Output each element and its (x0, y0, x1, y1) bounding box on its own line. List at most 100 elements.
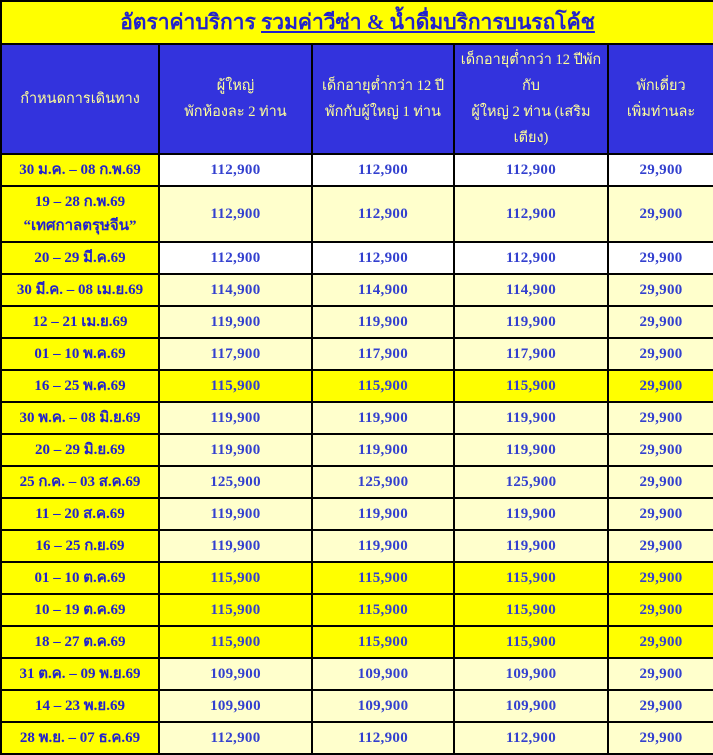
single-supplement-cell: 29,900 (606, 625, 713, 659)
child-2adults-price-cell: 119,900 (453, 305, 609, 339)
column-header-line1: ผู้ใหญ่ (216, 78, 255, 94)
date-line: 25 ก.ค. – 03 ส.ค.69 (19, 474, 141, 490)
title-prefix: อัตราค่าบริการ (120, 10, 261, 34)
child-1adult-price-cell: 117,900 (311, 337, 455, 371)
table-row: 01 – 10 ต.ค.69 115,900 115,900 115,900 29,90… (0, 561, 713, 595)
adult-price-cell: 119,900 (158, 497, 313, 531)
table-row: 20 – 29 มิ.ย.69 119,900 119,900 119,900 29,9… (0, 433, 713, 467)
header-row: กำหนดการเดินทาง ผู้ใหญ่พักห้องละ 2 ท่าน เด… (0, 43, 713, 155)
child-1adult-price-cell: 115,900 (311, 369, 455, 403)
single-supplement-cell: 29,900 (606, 433, 713, 467)
adult-price-cell: 117,900 (158, 337, 313, 371)
column-header-line2: เพิ่มท่านละ (626, 104, 696, 120)
date-cell: 10 – 19 ต.ค.69 (0, 593, 160, 627)
single-supplement-cell: 29,900 (606, 401, 713, 435)
date-cell: 20 – 29 มี.ค.69 (0, 241, 160, 275)
column-header-child-with-1-adult: เด็กอายุต่ำกว่า 12 ปีพักกับผู้ใหญ่ 1 ท่า… (311, 43, 455, 155)
column-header-line1: เด็กอายุต่ำกว่า 12 ปีพักกับ (460, 52, 602, 94)
child-1adult-price-cell: 119,900 (311, 433, 455, 467)
child-1adult-price-cell: 115,900 (311, 593, 455, 627)
date-line: 19 – 28 ก.พ.69 (34, 194, 126, 210)
date-line: 16 – 25 พ.ค.69 (34, 378, 126, 394)
date-line: “เทศกาลตรุษจีน” (23, 218, 137, 234)
adult-price-cell: 119,900 (158, 529, 313, 563)
title-row: อัตราค่าบริการ รวมค่าวีซ่า & น้ำดื่มบริก… (0, 0, 713, 45)
child-2adults-price-cell: 117,900 (453, 337, 609, 371)
child-1adult-price-cell: 119,900 (311, 497, 455, 531)
date-cell: 14 – 23 พ.ย.69 (0, 689, 160, 723)
child-2adults-price-cell: 119,900 (453, 529, 609, 563)
date-line: 01 – 10 พ.ค.69 (34, 346, 126, 362)
single-supplement-cell: 29,900 (606, 241, 713, 275)
table-row: 28 พ.ย. – 07 ธ.ค.69 112,900 112,900 112,900… (0, 721, 713, 755)
column-header-line1: กำหนดการเดินทาง (20, 91, 140, 107)
table-row: 16 – 25 พ.ค.69 115,900 115,900 115,900 29,90… (0, 369, 713, 403)
date-line: 28 พ.ย. – 07 ธ.ค.69 (19, 730, 141, 746)
table-row: 30 มี.ค. – 08 เม.ย.69 114,900 114,900 114,9… (0, 273, 713, 307)
column-header-line2: พักกับผู้ใหญ่ 1 ท่าน (325, 104, 441, 120)
child-2adults-price-cell: 119,900 (453, 433, 609, 467)
adult-price-cell: 112,900 (158, 241, 313, 275)
single-supplement-cell: 29,900 (606, 185, 713, 243)
date-cell: 16 – 25 ก.ย.69 (0, 529, 160, 563)
column-header-line2: พักห้องละ 2 ท่าน (184, 104, 287, 120)
child-1adult-price-cell: 112,900 (311, 153, 455, 187)
adult-price-cell: 112,900 (158, 721, 313, 755)
single-supplement-cell: 29,900 (606, 721, 713, 755)
date-line: 30 พ.ค. – 08 มิ.ย.69 (19, 410, 141, 426)
date-cell: 25 ก.ค. – 03 ส.ค.69 (0, 465, 160, 499)
child-1adult-price-cell: 109,900 (311, 657, 455, 691)
date-line: 20 – 29 มิ.ย.69 (35, 442, 125, 458)
date-cell: 19 – 28 ก.พ.69 “เทศกาลตรุษจีน” (0, 185, 160, 243)
date-line: 12 – 21 เม.ย.69 (32, 314, 128, 330)
column-header-departure-date: กำหนดการเดินทาง (0, 43, 160, 155)
date-line: 10 – 19 ต.ค.69 (34, 602, 126, 618)
child-2adults-price-cell: 115,900 (453, 369, 609, 403)
child-1adult-price-cell: 119,900 (311, 305, 455, 339)
date-cell: 01 – 10 ต.ค.69 (0, 561, 160, 595)
child-1adult-price-cell: 112,900 (311, 185, 455, 243)
single-supplement-cell: 29,900 (606, 657, 713, 691)
child-1adult-price-cell: 119,900 (311, 401, 455, 435)
child-2adults-price-cell: 112,900 (453, 721, 609, 755)
date-cell: 01 – 10 พ.ค.69 (0, 337, 160, 371)
date-cell: 12 – 21 เม.ย.69 (0, 305, 160, 339)
page-title: อัตราค่าบริการ รวมค่าวีซ่า & น้ำดื่มบริก… (0, 0, 713, 45)
table-row: 19 – 28 ก.พ.69 “เทศกาลตรุษจีน” 112,900 112,… (0, 185, 713, 243)
date-line: 20 – 29 มี.ค.69 (34, 250, 126, 266)
table-row: 30 ม.ค. – 08 ก.พ.69 112,900 112,900 112,900… (0, 153, 713, 187)
child-2adults-price-cell: 115,900 (453, 593, 609, 627)
child-2adults-price-cell: 112,900 (453, 185, 609, 243)
adult-price-cell: 115,900 (158, 561, 313, 595)
child-2adults-price-cell: 119,900 (453, 401, 609, 435)
table-row: 11 – 20 ส.ค.69 119,900 119,900 119,900 29,90… (0, 497, 713, 531)
column-header-line1: เด็กอายุต่ำกว่า 12 ปี (321, 78, 445, 94)
date-line: 30 ม.ค. – 08 ก.พ.69 (19, 162, 141, 178)
date-line: 31 ต.ค. – 09 พ.ย.69 (19, 666, 141, 682)
table-row: 16 – 25 ก.ย.69 119,900 119,900 119,900 29,90… (0, 529, 713, 563)
date-line: 16 – 25 ก.ย.69 (35, 538, 125, 554)
adult-price-cell: 119,900 (158, 433, 313, 467)
adult-price-cell: 115,900 (158, 593, 313, 627)
child-2adults-price-cell: 112,900 (453, 153, 609, 187)
date-cell: 30 ม.ค. – 08 ก.พ.69 (0, 153, 160, 187)
column-header-single-supplement: พักเดี่ยว เพิ่มท่านละ (606, 43, 713, 155)
child-1adult-price-cell: 125,900 (311, 465, 455, 499)
single-supplement-cell: 29,900 (606, 369, 713, 403)
column-header-line2: ผู้ใหญ่ 2 ท่าน (เสริมเตียง) (471, 104, 591, 146)
table-row: 31 ต.ค. – 09 พ.ย.69 109,900 109,900 109,900… (0, 657, 713, 691)
single-supplement-cell: 29,900 (606, 305, 713, 339)
single-supplement-cell: 29,900 (606, 465, 713, 499)
child-1adult-price-cell: 115,900 (311, 561, 455, 595)
adult-price-cell: 114,900 (158, 273, 313, 307)
date-cell: 30 มี.ค. – 08 เม.ย.69 (0, 273, 160, 307)
table-row: 01 – 10 พ.ค.69 117,900 117,900 117,900 29,90… (0, 337, 713, 371)
table-row: 14 – 23 พ.ย.69 109,900 109,900 109,900 29,90… (0, 689, 713, 723)
single-supplement-cell: 29,900 (606, 593, 713, 627)
single-supplement-cell: 29,900 (606, 337, 713, 371)
child-2adults-price-cell: 114,900 (453, 273, 609, 307)
child-2adults-price-cell: 119,900 (453, 497, 609, 531)
date-line: 18 – 27 ต.ค.69 (34, 634, 126, 650)
child-1adult-price-cell: 114,900 (311, 273, 455, 307)
